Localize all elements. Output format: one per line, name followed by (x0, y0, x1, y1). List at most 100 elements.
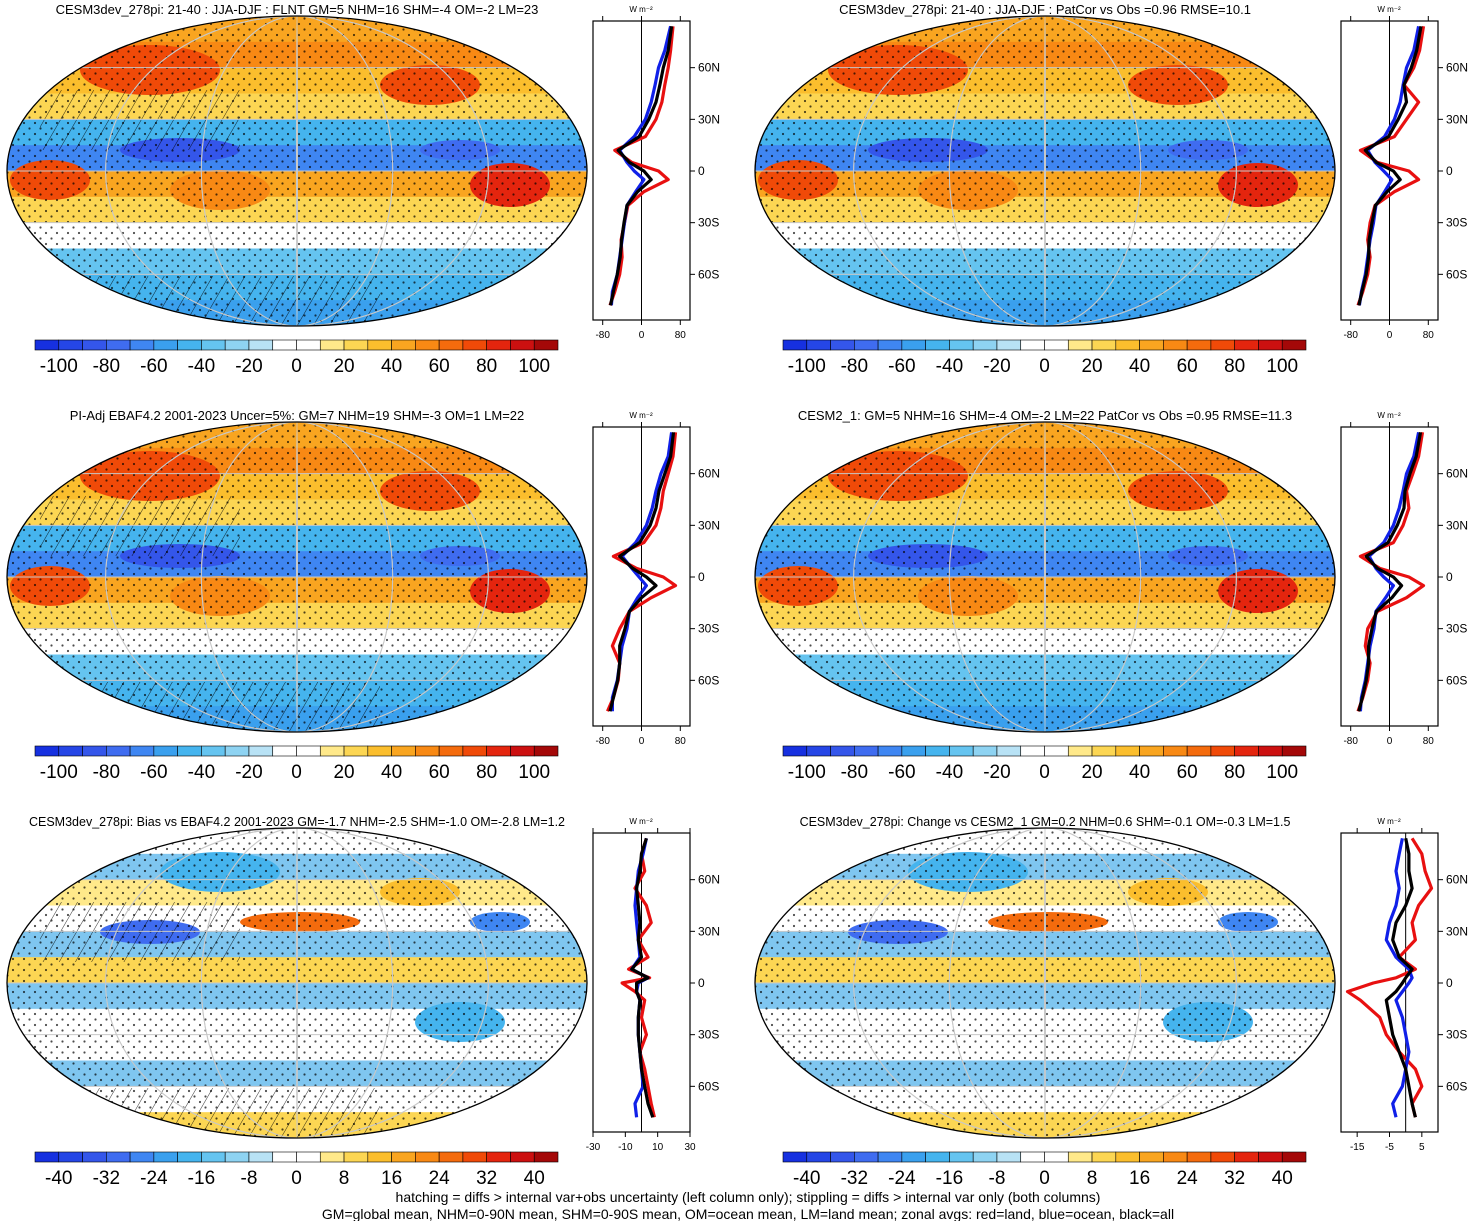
units-label: W m⁻² (1377, 411, 1401, 420)
graticule-lon (200, 16, 394, 326)
colorbar-swatch (533, 339, 559, 351)
colorbar-swatch (438, 745, 464, 757)
colorbar-swatch (854, 745, 879, 757)
colorbar-tick-label: -16 (188, 1168, 215, 1189)
colorbar-tick-label: 100 (518, 762, 550, 783)
colorbar-swatch (177, 1151, 202, 1163)
colorbar-tick-label: -40 (793, 1168, 820, 1189)
colorbar-swatch (1258, 1151, 1283, 1163)
hatching (40, 902, 240, 962)
lat-tick-label: 30N (1446, 112, 1468, 126)
panel-2: CESM3dev_278pi: 21-40 : JJA-DJF : PatCor… (754, 2, 1468, 377)
colorbar-swatch (58, 339, 83, 351)
zonal-line-all (608, 432, 676, 712)
lat-tick-label: 0 (698, 976, 705, 990)
colorbar-tick-label: -40 (936, 762, 963, 783)
zonal-line-all (608, 26, 674, 306)
colorbar-tick-label: -60 (140, 356, 167, 377)
colorbar-swatch (391, 1151, 416, 1163)
colorbar-swatch (1091, 339, 1117, 351)
colorbar-swatch (1163, 339, 1188, 351)
colorbar-swatch (153, 339, 178, 351)
colorbar-swatch (949, 339, 974, 351)
colorbar-swatch (296, 1151, 321, 1163)
colorbar-swatch (343, 339, 369, 351)
lat-tick-label: 60N (1446, 61, 1468, 75)
colorbar-tick-label: -80 (841, 356, 868, 377)
zonal-x-tick-label: -30 (586, 1142, 601, 1153)
colorbar-swatch (201, 339, 226, 351)
colorbar-swatch (972, 1151, 998, 1163)
colorbar-swatch (1234, 1151, 1259, 1163)
colorbar-swatch (1186, 339, 1212, 351)
colorbar-swatch (925, 745, 950, 757)
lat-tick-label: 60N (698, 61, 720, 75)
colorbar-tick-label: 60 (1177, 356, 1198, 377)
panel-5: CESM3dev_278pi: Bias vs EBAF4.2 2001-202… (6, 815, 720, 1189)
colorbar-tick-label: -20 (983, 762, 1010, 783)
colorbar-tick-label: 100 (1266, 762, 1298, 783)
graticule-lon (1044, 16, 1046, 326)
lat-tick-label: 60S (1446, 1079, 1467, 1093)
zonal-line-land (1345, 837, 1434, 1118)
panel-title: CESM2_1: GM=5 NHM=16 SHM=-4 OM=-2 LM=22 … (798, 408, 1292, 423)
zonal-x-tick-label: -80 (1343, 736, 1358, 747)
colorbar-swatch (533, 745, 559, 757)
colorbar-swatch (1163, 745, 1188, 757)
lat-tick-label: 30S (1446, 1028, 1467, 1042)
colorbar-swatch (462, 339, 487, 351)
graticule-lon (948, 16, 1142, 326)
hatching (40, 90, 240, 150)
colorbar-swatch (248, 339, 274, 351)
zonal-x-tick-label: -15 (1350, 1142, 1365, 1153)
graticule-lon (296, 16, 298, 326)
colorbar-swatch (415, 1151, 440, 1163)
colorbar-swatch (391, 745, 416, 757)
zonal-x-tick-label: 0 (639, 330, 645, 341)
colorbar-tick-label: 20 (333, 762, 354, 783)
zonal-plot: W m⁻² 60N 30N 0 30S 60S -80 0 80 (1340, 411, 1468, 747)
colorbar-swatch (1044, 1151, 1069, 1163)
colorbar-swatch (1281, 745, 1307, 757)
lat-tick-label: 60S (698, 267, 719, 281)
lat-tick-label: 30N (1446, 924, 1468, 938)
colorbar-swatch (1139, 745, 1164, 757)
footer-line-1: hatching = diffs > internal var+obs unce… (396, 1189, 1101, 1205)
colorbar-swatch (224, 1151, 250, 1163)
colorbar-tick-label: 32 (476, 1168, 497, 1189)
colorbar-swatch (153, 745, 178, 757)
colorbar-tick-label: 60 (429, 762, 450, 783)
colorbar-tick-label: -16 (936, 1168, 963, 1189)
zonal-x-tick-label: 80 (675, 330, 687, 341)
colorbar-tick-label: 80 (1224, 762, 1245, 783)
zonal-x-tick-label: 80 (675, 736, 687, 747)
colorbar-swatch (1020, 745, 1045, 757)
zonal-x-tick-label: 5 (1419, 1142, 1425, 1153)
colorbar-swatch (82, 1151, 107, 1163)
colorbar-swatch (1044, 339, 1069, 351)
zonal-plot: W m⁻² 60N 30N 0 30S 60S -80 0 80 (592, 411, 720, 747)
graticule-lon (200, 422, 394, 732)
colorbar-tick-label: -20 (235, 762, 262, 783)
lat-tick-label: 60S (698, 673, 719, 687)
colorbar-swatch (248, 745, 274, 757)
lat-tick-label: 60S (1446, 267, 1467, 281)
lat-tick-label: 30N (698, 112, 720, 126)
colorbar-swatch (830, 1151, 855, 1163)
colorbar-swatch (319, 745, 345, 757)
colorbar-swatch (34, 339, 60, 351)
colorbar-tick-label: 8 (1087, 1168, 1098, 1189)
colorbar-tick-label: -32 (841, 1168, 868, 1189)
colorbar-swatch (806, 745, 831, 757)
colorbar-swatch (82, 745, 107, 757)
colorbar-tick-label: -60 (888, 356, 915, 377)
map-border (754, 421, 1336, 733)
colorbar-swatch (34, 1151, 60, 1163)
colorbar-swatch (486, 1151, 511, 1163)
zonal-x-tick-label: 80 (1423, 330, 1435, 341)
graticule-lon (296, 422, 298, 732)
hatching (80, 1088, 380, 1138)
colorbar-swatch (391, 339, 416, 351)
map-border (6, 15, 588, 327)
map-border (754, 15, 1336, 327)
